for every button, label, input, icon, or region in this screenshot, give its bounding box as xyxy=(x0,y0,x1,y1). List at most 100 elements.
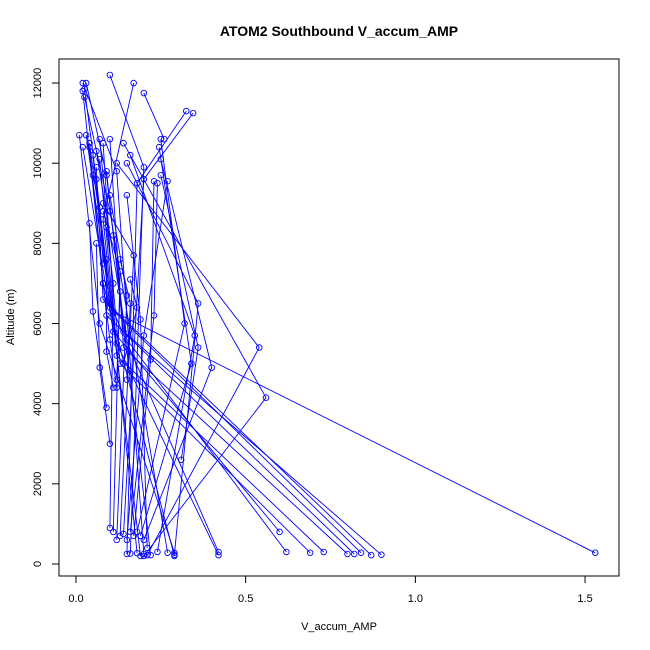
data-point xyxy=(157,135,165,143)
data-point xyxy=(130,532,137,540)
series-line xyxy=(89,223,107,408)
y-tick-label: 12000 xyxy=(32,68,44,99)
series-profile xyxy=(96,155,599,557)
data-point xyxy=(351,550,358,558)
data-point xyxy=(183,107,190,115)
data-point xyxy=(113,352,120,359)
series-line xyxy=(109,195,128,540)
series-profile xyxy=(110,232,124,383)
data-point xyxy=(113,159,120,167)
chart-title: ATOM2 Southbound V_accum_AMP xyxy=(220,23,458,39)
data-point xyxy=(81,93,88,101)
series-line xyxy=(102,283,118,388)
data-point xyxy=(96,155,103,163)
data-point xyxy=(96,364,103,371)
data-point xyxy=(120,530,127,538)
data-point xyxy=(113,536,120,544)
series-line xyxy=(126,195,148,548)
data-point xyxy=(140,89,148,97)
series-line xyxy=(109,139,348,555)
data-point xyxy=(110,280,117,287)
series-profile xyxy=(106,192,131,544)
data-point xyxy=(123,550,131,558)
series-profile xyxy=(106,135,351,558)
series-profile xyxy=(137,143,195,540)
data-point xyxy=(86,143,93,151)
data-point xyxy=(150,177,158,185)
data-point xyxy=(89,171,97,179)
data-point xyxy=(79,79,87,87)
data-point xyxy=(110,328,117,335)
data-point xyxy=(76,131,83,139)
data-point xyxy=(106,71,114,79)
data-point xyxy=(106,440,114,447)
series-profile xyxy=(106,71,148,557)
data-point xyxy=(283,548,290,556)
data-point xyxy=(99,296,107,303)
series-profile xyxy=(157,171,202,464)
data-point xyxy=(116,256,124,263)
y-tick-label: 6000 xyxy=(32,311,44,335)
data-point xyxy=(89,151,97,159)
y-tick-label: 2000 xyxy=(32,472,44,496)
data-point xyxy=(147,356,154,363)
series-profile xyxy=(93,163,375,559)
data-point xyxy=(89,308,97,315)
series-line xyxy=(119,259,131,380)
series-profile xyxy=(99,200,137,540)
data-point xyxy=(189,109,197,117)
data-point xyxy=(215,551,222,559)
y-axis-label: Altitude (m) xyxy=(5,289,17,345)
series-profile xyxy=(130,177,158,540)
series-line xyxy=(102,143,325,553)
data-point xyxy=(140,536,148,544)
data-point xyxy=(113,384,120,391)
data-point xyxy=(194,344,202,351)
data-point xyxy=(154,548,161,556)
data-point xyxy=(96,135,103,143)
data-point xyxy=(133,304,141,311)
data-point xyxy=(116,288,124,295)
series-profile xyxy=(123,192,151,552)
series-profile xyxy=(120,276,141,367)
series-line xyxy=(126,181,169,540)
data-point xyxy=(306,549,314,557)
data-point xyxy=(130,252,137,259)
data-point xyxy=(157,171,165,179)
data-point xyxy=(120,139,127,147)
data-point xyxy=(255,344,263,351)
series-line xyxy=(102,203,135,536)
y-axis: 0 2000 4000 6000 8000 10000 12000 xyxy=(32,68,60,567)
series-line xyxy=(102,211,121,532)
series-line xyxy=(84,89,141,557)
series-line xyxy=(116,162,260,556)
x-tick-label: 0.5 xyxy=(238,593,253,605)
y-tick-label: 4000 xyxy=(32,391,44,415)
x-tick-label: 0.0 xyxy=(68,593,83,605)
data-point xyxy=(82,131,90,139)
data-point xyxy=(93,147,100,155)
data-point xyxy=(357,549,365,557)
series-profile xyxy=(113,159,263,559)
data-point xyxy=(113,340,120,347)
data-point xyxy=(140,550,148,558)
data-point xyxy=(194,300,202,307)
series-line xyxy=(160,175,199,460)
data-point xyxy=(367,551,375,559)
data-point xyxy=(130,79,137,87)
series-line xyxy=(84,97,169,553)
series-line xyxy=(133,181,155,536)
series-line xyxy=(126,162,199,555)
series-profile xyxy=(86,220,110,411)
data-point xyxy=(86,139,93,147)
series-layer xyxy=(76,71,599,560)
data-point xyxy=(127,276,134,283)
data-point xyxy=(110,232,117,239)
data-point xyxy=(106,336,114,343)
data-point xyxy=(99,280,107,287)
data-point xyxy=(79,87,87,95)
series-profile xyxy=(79,143,283,536)
series-line xyxy=(136,139,186,533)
data-point xyxy=(188,360,195,367)
